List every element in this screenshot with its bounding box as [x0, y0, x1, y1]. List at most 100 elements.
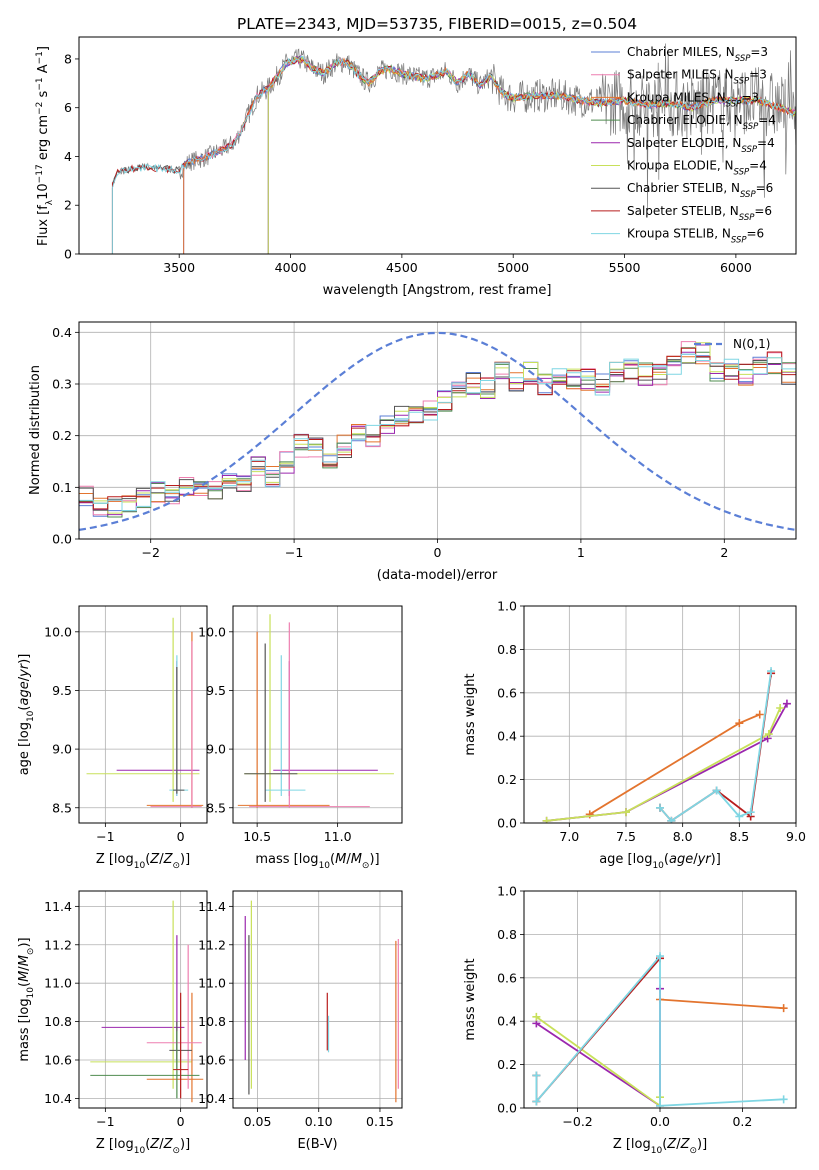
label-part: 10: [134, 861, 146, 871]
y-tick-label: 10.4: [198, 1091, 226, 1106]
figure-title: PLATE=2343, MJD=53735, FIBERID=0015, z=0…: [237, 15, 637, 33]
label-part: (: [330, 852, 335, 867]
label-part: ⊙: [172, 861, 180, 871]
y-tick-label: 6: [64, 100, 72, 115]
x-tick-label: 4000: [275, 260, 307, 275]
label-part: /: [159, 852, 164, 867]
label-part: Z: [149, 1137, 160, 1152]
label-part: =3: [749, 68, 767, 82]
histogram-series: [79, 342, 796, 514]
legend-label: N(0,1): [733, 337, 770, 351]
label-part: SSP: [741, 145, 757, 155]
y-axis-label: age [log10(age/yr)]: [17, 654, 36, 776]
y-tick-label: 0.4: [497, 1014, 517, 1029]
y-tick-label: 9.5: [52, 683, 72, 698]
x-axis-label: (data-model)/error: [377, 568, 498, 583]
label-part: /: [693, 852, 698, 867]
label-part: SSP: [734, 168, 750, 178]
label-part: ⊙: [26, 948, 36, 956]
label-part: =6: [747, 227, 765, 241]
axes-residuals: −2 −1 0 1 2 0.0 0.1 0.2 0.3 0.4 N(0,1) (data-model)…: [28, 321, 797, 583]
y-tick-label: 0.0: [52, 532, 72, 547]
point-marker: [776, 703, 785, 712]
y-tick-label: 9.0: [206, 742, 226, 757]
x-tick-label: 1: [577, 545, 585, 560]
label-part: )]: [369, 852, 379, 867]
plot-area: [111, 43, 796, 254]
label-part: (: [145, 1137, 150, 1152]
y-tick-label: 0.2: [497, 1057, 517, 1072]
label-part: A: [36, 64, 51, 77]
label-part: =4: [749, 159, 767, 173]
point-marker: [542, 816, 551, 823]
label-part: )]: [711, 852, 721, 867]
model-line: [183, 56, 795, 254]
label-part: Z: [149, 852, 160, 867]
point-marker: [779, 1095, 788, 1104]
y-axis-label: Flux [fλ10−17 erg cm−2 s−1 A−1]: [35, 46, 55, 246]
x-tick-label: 0: [177, 1114, 185, 1129]
plot-area: [542, 667, 791, 823]
legend-label: Chabrier STELIB, NSSP=6: [627, 181, 773, 200]
series-line: [535, 988, 661, 1108]
y-tick-label: 10.6: [198, 1052, 226, 1067]
label-part: =3: [741, 90, 759, 104]
label-part: s: [36, 90, 51, 101]
label-part: Chabrier STELIB, N: [627, 181, 740, 195]
axes-frame: [232, 890, 403, 1109]
point-marker: [656, 803, 664, 812]
y-tick-label: 9.0: [52, 742, 72, 757]
point-marker: [755, 710, 764, 719]
y-tick-label: 0.4: [52, 325, 72, 340]
axes-frame: [78, 321, 797, 540]
label-part: Z: [163, 852, 174, 867]
label-part: M: [17, 971, 32, 982]
axes-mass-vs-Z: −1 010.410.610.811.011.211.4Z [log10(Z/Z⊙…: [17, 890, 208, 1156]
plot-area: [237, 614, 394, 808]
label-part: Flux [f: [36, 205, 51, 246]
label-part: =6: [754, 204, 772, 218]
label-part: Kroupa ELODIE, N: [627, 159, 734, 173]
point-marker: [764, 730, 773, 739]
x-axis-label: wavelength [Angstrom, rest frame]: [323, 283, 552, 298]
x-tick-label: 10.5: [243, 829, 271, 844]
y-tick-label: 10.0: [44, 624, 72, 639]
label-part: Z: [666, 1137, 677, 1152]
y-tick-label: 0.6: [497, 685, 517, 700]
model-line: [183, 57, 796, 254]
label-part: age [log: [599, 852, 652, 867]
label-part: Chabrier ELODIE, N: [627, 113, 743, 127]
series-line: [659, 673, 772, 822]
label-part: (: [664, 852, 669, 867]
x-tick-label: 9.0: [786, 829, 806, 844]
histogram-series: [79, 347, 796, 510]
y-tick-label: 0.2: [52, 428, 72, 443]
label-part: Chabrier MILES, N: [627, 45, 735, 59]
x-axis-label: mass [log10(M/M⊙)]: [255, 852, 379, 871]
label-part: )]: [17, 654, 32, 664]
y-tick-label: 4: [64, 149, 72, 164]
label-part: ]: [36, 46, 51, 51]
y-tick-label: 11.4: [198, 899, 226, 914]
histogram-series: [79, 347, 796, 518]
y-axis-label: mass [log10(M/M⊙)]: [17, 937, 36, 1061]
label-part: λ: [45, 199, 55, 205]
x-tick-label: 0: [177, 829, 185, 844]
y-tick-label: 8.5: [52, 800, 72, 815]
x-tick-label: 0.2: [732, 1114, 752, 1129]
x-tick-label: −2: [141, 545, 159, 560]
y-tick-label: 1.0: [497, 884, 517, 899]
plot-area: [86, 617, 204, 808]
label-part: age [log: [17, 722, 32, 775]
x-tick-label: 0.0: [650, 1114, 670, 1129]
label-part: Z [log: [613, 1137, 651, 1152]
label-part: age: [17, 681, 32, 705]
label-part: SSP: [740, 190, 756, 200]
plot-area: [79, 331, 796, 531]
label-part: mass [log: [17, 998, 32, 1061]
axes-frame: [78, 890, 208, 1109]
label-part: 10: [652, 861, 664, 871]
series-line: [535, 953, 784, 1107]
y-tick-label: 0.8: [497, 927, 517, 942]
